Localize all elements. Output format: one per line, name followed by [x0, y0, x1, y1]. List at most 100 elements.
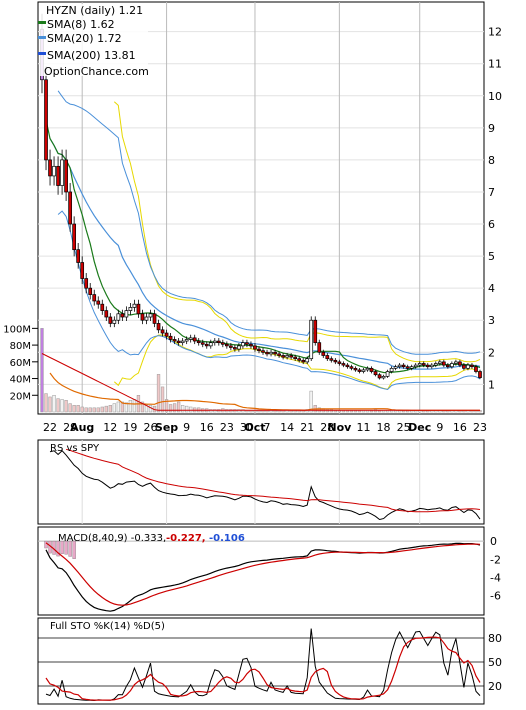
- macd-tick-label: 0: [490, 535, 497, 548]
- candle-body: [92, 294, 97, 302]
- sto-tick-label: 50: [488, 656, 502, 669]
- x-axis-label: 25: [397, 421, 411, 434]
- candle-body: [229, 345, 233, 348]
- candle-body: [220, 342, 225, 345]
- price-tick-label: 11: [488, 58, 502, 71]
- candle-body: [417, 363, 422, 366]
- sto-tick-label: 80: [488, 632, 502, 645]
- candle-body: [361, 369, 366, 372]
- candle-body: [261, 350, 265, 353]
- candle-body: [429, 364, 434, 368]
- price-tick-label: 1: [488, 378, 495, 391]
- candle-body: [64, 159, 68, 193]
- candle-body: [104, 310, 109, 318]
- volume-bar: [80, 406, 84, 413]
- x-axis-label: 29: [63, 421, 77, 434]
- candle-body: [192, 337, 197, 342]
- volume-bar: [172, 403, 177, 413]
- volume-bar: [92, 407, 96, 413]
- x-axis-label: 18: [377, 421, 391, 434]
- macd-histogram-bar: [44, 540, 48, 549]
- macd-histogram-bar: [64, 540, 68, 555]
- x-axis-label: 19: [123, 421, 137, 434]
- macd-histogram-bar: [68, 540, 72, 557]
- candle-body: [112, 319, 117, 324]
- candle-body: [253, 345, 257, 350]
- price-tick-label: 9: [488, 122, 495, 135]
- price-tick-label: 12: [488, 26, 502, 39]
- candle-body: [437, 361, 442, 364]
- candle-body: [289, 355, 293, 358]
- volume-bar: [76, 405, 80, 413]
- sto-d-line: [45, 636, 481, 701]
- candle-body: [241, 342, 245, 347]
- candle-body: [100, 303, 105, 311]
- candle-body: [148, 313, 153, 318]
- candle-body: [409, 366, 414, 369]
- volume-bar: [96, 407, 100, 413]
- volume-bar: [104, 405, 108, 413]
- volume-tick-label: 60M: [10, 358, 31, 369]
- candle-body: [212, 340, 217, 344]
- candle-body: [458, 361, 462, 366]
- candle-body: [48, 159, 52, 177]
- volume-bar: [72, 405, 76, 413]
- candle-body: [72, 223, 76, 251]
- candle-body: [257, 348, 261, 352]
- candle-body: [297, 358, 302, 361]
- candle-body: [144, 316, 149, 321]
- candle-body: [401, 364, 406, 368]
- candle-body: [425, 364, 430, 368]
- candle-body: [405, 366, 410, 369]
- bollinger-lower-line: [113, 334, 481, 390]
- volume-bar: [52, 395, 56, 413]
- price-tick-label: 2: [488, 346, 495, 359]
- candle-body: [441, 361, 446, 366]
- candle-body: [124, 310, 129, 318]
- candle-body: [200, 342, 205, 345]
- candle-body: [277, 353, 281, 356]
- candle-body: [373, 371, 378, 376]
- candle-body: [188, 337, 193, 340]
- candle-body: [160, 329, 165, 334]
- candle-body: [305, 358, 310, 363]
- macd-panel-frame: [37, 526, 485, 616]
- x-axis-label: Aug: [70, 421, 94, 434]
- candle-body: [466, 364, 470, 369]
- volume-bar: [84, 407, 88, 413]
- candle-body: [313, 319, 318, 344]
- x-axis-label: 14: [280, 421, 294, 434]
- candle-body: [76, 249, 81, 263]
- volume-long-average-line: [41, 353, 480, 411]
- candle-body: [293, 356, 297, 360]
- candle-body: [184, 339, 189, 342]
- candle-body: [357, 369, 362, 372]
- legend-sma20: SMA(20) 1.72: [47, 32, 122, 45]
- volume-tick-label: 40M: [10, 375, 31, 386]
- sto-title: Full STO %K(14) %D(5): [50, 621, 165, 632]
- x-axis-label: 23: [473, 421, 487, 434]
- x-axis-label: Nov: [327, 421, 352, 434]
- volume-tick-label: 20M: [10, 391, 31, 402]
- candle-body: [450, 363, 454, 368]
- candle-body: [389, 367, 394, 372]
- candle-body: [365, 367, 370, 371]
- envelope-upper-line: [57, 90, 481, 355]
- candle-body: [108, 316, 113, 324]
- candle-body: [120, 313, 125, 318]
- candle-body: [164, 332, 169, 337]
- candle-body: [132, 303, 137, 308]
- macd-tick-label: -6: [490, 590, 501, 603]
- candle-body: [309, 319, 314, 360]
- price-legend: HYZN (daily) 1.21 SMA(8) 1.62 SMA(20) 1.…: [38, 4, 149, 78]
- candle-body: [393, 366, 398, 369]
- macd-line: [45, 542, 481, 612]
- x-axis-label: 11: [356, 421, 370, 434]
- candle-body: [176, 340, 181, 344]
- candle-body: [317, 342, 322, 353]
- candle-body: [349, 366, 354, 369]
- volume-bar: [309, 390, 313, 413]
- volume-tick-label: 100M: [3, 324, 31, 335]
- volume-bar: [112, 403, 116, 413]
- macd-value-blue: -0.106: [209, 533, 245, 544]
